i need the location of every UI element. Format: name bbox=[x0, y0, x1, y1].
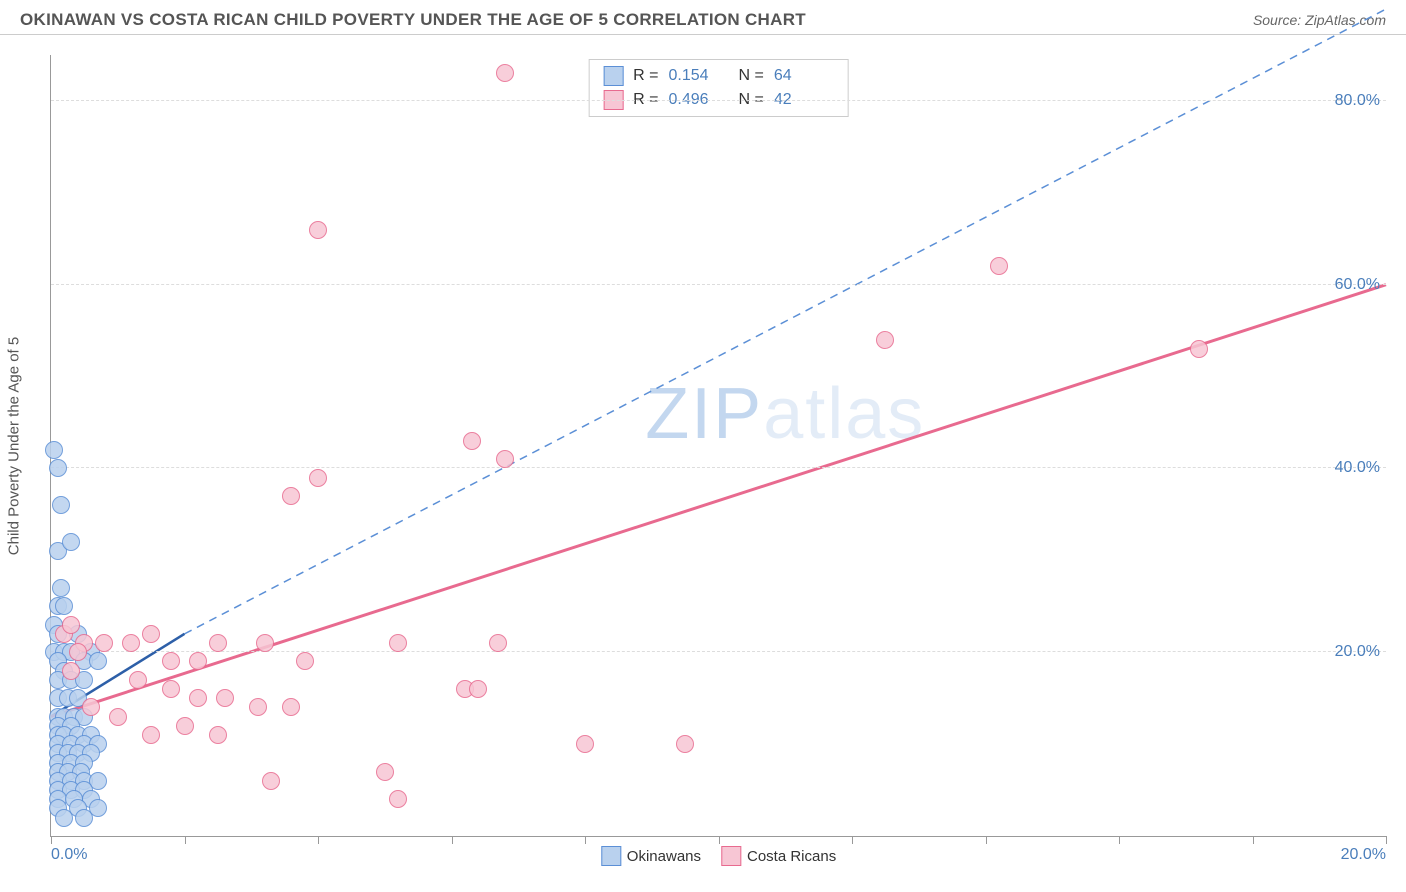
data-point bbox=[52, 496, 70, 514]
swatch-costaricans-bottom bbox=[721, 846, 741, 866]
ytick-label: 20.0% bbox=[1335, 643, 1380, 661]
scatter-chart: ZIPatlas R = 0.154 N = 64 R = 0.496 N = … bbox=[50, 55, 1386, 837]
data-point bbox=[576, 735, 594, 753]
data-point bbox=[249, 698, 267, 716]
legend-item-costaricans: Costa Ricans bbox=[721, 846, 836, 866]
legend-label-okinawans: Okinawans bbox=[627, 848, 701, 865]
legend-row-okinawans: R = 0.154 N = 64 bbox=[603, 64, 834, 88]
data-point bbox=[142, 625, 160, 643]
xtick-label: 20.0% bbox=[1341, 846, 1386, 864]
xtick-label: 0.0% bbox=[51, 846, 87, 864]
swatch-okinawans-bottom bbox=[601, 846, 621, 866]
data-point bbox=[89, 652, 107, 670]
n-label: N = bbox=[739, 67, 764, 85]
ytick-label: 60.0% bbox=[1335, 276, 1380, 294]
gridline bbox=[51, 467, 1386, 468]
r-label: R = bbox=[633, 67, 658, 85]
trend-lines bbox=[51, 55, 1386, 836]
data-point bbox=[162, 680, 180, 698]
data-point bbox=[469, 680, 487, 698]
data-point bbox=[75, 809, 93, 827]
xtick bbox=[51, 836, 52, 844]
data-point bbox=[282, 698, 300, 716]
gridline bbox=[51, 651, 1386, 652]
legend-item-okinawans: Okinawans bbox=[601, 846, 701, 866]
data-point bbox=[62, 533, 80, 551]
data-point bbox=[990, 257, 1008, 275]
data-point bbox=[309, 469, 327, 487]
y-axis-label: Child Poverty Under the Age of 5 bbox=[6, 337, 23, 555]
data-point bbox=[109, 708, 127, 726]
xtick bbox=[1386, 836, 1387, 844]
data-point bbox=[262, 772, 280, 790]
data-point bbox=[69, 643, 87, 661]
data-point bbox=[489, 634, 507, 652]
data-point bbox=[496, 450, 514, 468]
data-point bbox=[129, 671, 147, 689]
data-point bbox=[216, 689, 234, 707]
data-point bbox=[463, 432, 481, 450]
data-point bbox=[55, 809, 73, 827]
xtick bbox=[852, 836, 853, 844]
data-point bbox=[876, 331, 894, 349]
data-point bbox=[142, 726, 160, 744]
xtick bbox=[318, 836, 319, 844]
data-point bbox=[55, 597, 73, 615]
legend-label-costaricans: Costa Ricans bbox=[747, 848, 836, 865]
chart-header: OKINAWAN VS COSTA RICAN CHILD POVERTY UN… bbox=[0, 0, 1406, 35]
xtick bbox=[1119, 836, 1120, 844]
data-point bbox=[162, 652, 180, 670]
data-point bbox=[256, 634, 274, 652]
r-value-okinawans: 0.154 bbox=[669, 67, 729, 85]
data-point bbox=[376, 763, 394, 781]
gridline bbox=[51, 284, 1386, 285]
data-point bbox=[389, 634, 407, 652]
xtick bbox=[719, 836, 720, 844]
data-point bbox=[1190, 340, 1208, 358]
data-point bbox=[52, 579, 70, 597]
correlation-legend: R = 0.154 N = 64 R = 0.496 N = 42 bbox=[588, 59, 849, 117]
data-point bbox=[189, 652, 207, 670]
gridline bbox=[51, 100, 1386, 101]
data-point bbox=[49, 459, 67, 477]
data-point bbox=[62, 662, 80, 680]
series-legend: Okinawans Costa Ricans bbox=[601, 846, 836, 866]
xtick bbox=[585, 836, 586, 844]
xtick bbox=[1253, 836, 1254, 844]
xtick bbox=[986, 836, 987, 844]
n-value-okinawans: 64 bbox=[774, 67, 834, 85]
data-point bbox=[309, 221, 327, 239]
data-point bbox=[122, 634, 140, 652]
ytick-label: 40.0% bbox=[1335, 459, 1380, 477]
chart-title: OKINAWAN VS COSTA RICAN CHILD POVERTY UN… bbox=[20, 10, 806, 30]
data-point bbox=[189, 689, 207, 707]
ytick-label: 80.0% bbox=[1335, 92, 1380, 110]
data-point bbox=[95, 634, 113, 652]
data-point bbox=[45, 441, 63, 459]
xtick bbox=[185, 836, 186, 844]
data-point bbox=[209, 634, 227, 652]
xtick bbox=[452, 836, 453, 844]
data-point bbox=[282, 487, 300, 505]
swatch-okinawans bbox=[603, 66, 623, 86]
data-point bbox=[296, 652, 314, 670]
data-point bbox=[209, 726, 227, 744]
data-point bbox=[82, 698, 100, 716]
data-point bbox=[389, 790, 407, 808]
data-point bbox=[176, 717, 194, 735]
data-point bbox=[676, 735, 694, 753]
data-point bbox=[62, 616, 80, 634]
data-point bbox=[496, 64, 514, 82]
